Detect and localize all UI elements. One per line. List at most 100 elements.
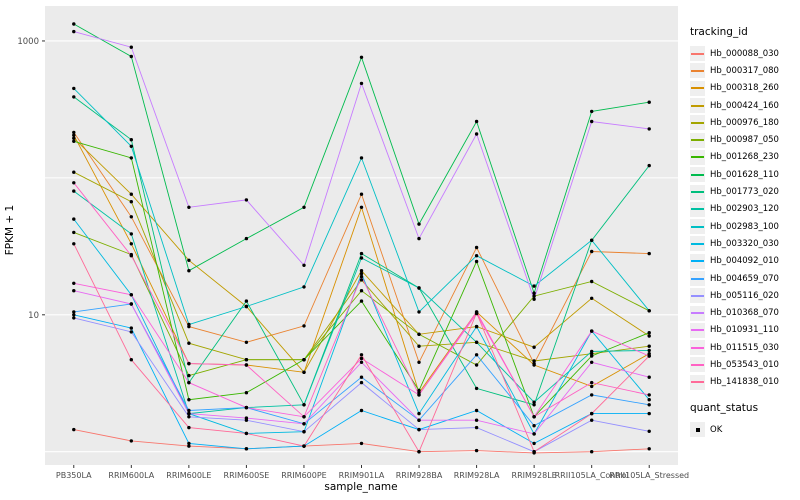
legend-item-label: Hb_001628_110 — [710, 169, 779, 180]
legend: tracking_id Hb_000088_030 Hb_000317_080 Hb… — [690, 26, 800, 438]
data-point — [417, 344, 421, 348]
data-point — [187, 380, 191, 385]
data-point — [417, 418, 421, 422]
data-point — [72, 139, 76, 143]
data-point — [72, 130, 76, 135]
data-point — [302, 444, 306, 448]
legend-key-line — [691, 173, 704, 176]
quant-legend-items: OK — [690, 421, 800, 438]
data-point — [187, 411, 191, 416]
data-point — [532, 291, 536, 295]
legend-key — [690, 288, 705, 304]
data-point — [359, 251, 364, 256]
data-point — [72, 316, 76, 320]
data-point — [129, 192, 133, 196]
data-point — [532, 297, 536, 301]
data-point — [474, 340, 479, 344]
x-tick-label: RRIM600LA — [108, 471, 154, 480]
data-point — [129, 138, 133, 142]
legend-key-line — [691, 363, 704, 366]
legend-key — [690, 357, 705, 373]
legend-item-label: Hb_000317_080 — [710, 65, 779, 76]
data-point — [244, 391, 249, 395]
legend-key-point-icon — [695, 427, 700, 432]
data-point — [187, 269, 191, 273]
data-point — [129, 330, 133, 334]
data-point — [647, 100, 651, 104]
legend-key — [690, 184, 705, 200]
data-point — [72, 427, 76, 432]
legend-key-line — [691, 242, 704, 245]
data-point — [590, 360, 594, 364]
data-point — [474, 132, 479, 136]
legend-key-line — [691, 69, 704, 72]
legend-item: Hb_002983_100 — [690, 218, 800, 235]
data-point — [417, 450, 421, 454]
data-point — [187, 258, 191, 262]
legend-item-label: Hb_001268_230 — [710, 152, 779, 163]
data-point — [302, 370, 306, 374]
data-point — [359, 289, 364, 293]
data-point — [590, 380, 594, 385]
legend-item-label: Hb_010368_070 — [710, 308, 779, 319]
data-point — [590, 411, 594, 416]
data-point — [129, 156, 133, 160]
data-point — [302, 422, 306, 426]
legend-item-label: Hb_001773_020 — [710, 187, 779, 198]
data-point — [474, 408, 479, 413]
data-point — [532, 424, 536, 428]
x-tick-label: RRIM928LE — [512, 471, 557, 480]
legend-item-label: Hb_000987_050 — [710, 135, 779, 146]
data-point — [187, 361, 191, 366]
legend-title-quant: quant_status — [690, 401, 759, 414]
data-point — [359, 55, 364, 59]
x-tick-label: RRII105LA_Stressed — [609, 471, 689, 480]
data-point — [417, 236, 421, 241]
legend-item-label: Hb_000976_180 — [710, 117, 779, 128]
legend-item-label: Hb_053543_010 — [710, 359, 779, 370]
data-point — [244, 358, 249, 362]
legend-key-line — [691, 294, 704, 297]
data-point — [590, 119, 594, 124]
quant-item-label: OK — [710, 424, 723, 435]
data-point — [359, 380, 364, 385]
data-point — [359, 81, 364, 86]
data-point — [129, 215, 133, 219]
data-point — [417, 393, 421, 397]
legend-item: Hb_011515_030 — [690, 339, 800, 356]
legend-key — [690, 253, 705, 269]
data-point — [187, 441, 191, 446]
data-point — [72, 230, 76, 235]
data-point — [359, 269, 364, 273]
data-point — [647, 411, 651, 416]
x-axis-title: sample_name — [324, 481, 398, 493]
legend-key-line — [691, 329, 704, 332]
data-point — [244, 198, 249, 202]
data-point — [647, 334, 651, 338]
legend-key-line — [691, 381, 704, 384]
data-point — [244, 299, 249, 303]
legend-key-line — [691, 104, 704, 107]
legend-key — [690, 201, 705, 217]
quant-legend-item: OK — [690, 421, 800, 438]
legend-key — [690, 167, 705, 183]
legend-key-line — [691, 121, 704, 124]
data-point — [359, 271, 364, 276]
data-point — [590, 249, 594, 254]
data-point — [590, 450, 594, 454]
legend-key-line — [691, 260, 704, 263]
data-point — [302, 403, 306, 407]
legend-item: Hb_000088_030 — [690, 45, 800, 62]
data-point — [417, 332, 421, 336]
x-tick-label: PB350LA — [56, 471, 92, 480]
data-point — [647, 393, 651, 397]
legend-key-line — [691, 346, 704, 349]
legend-item-label: Hb_004659_070 — [710, 273, 779, 284]
data-point — [417, 411, 421, 416]
data-point — [244, 304, 249, 309]
data-point — [72, 189, 76, 193]
legend-item: Hb_001628_110 — [690, 166, 800, 183]
data-point — [647, 251, 651, 256]
